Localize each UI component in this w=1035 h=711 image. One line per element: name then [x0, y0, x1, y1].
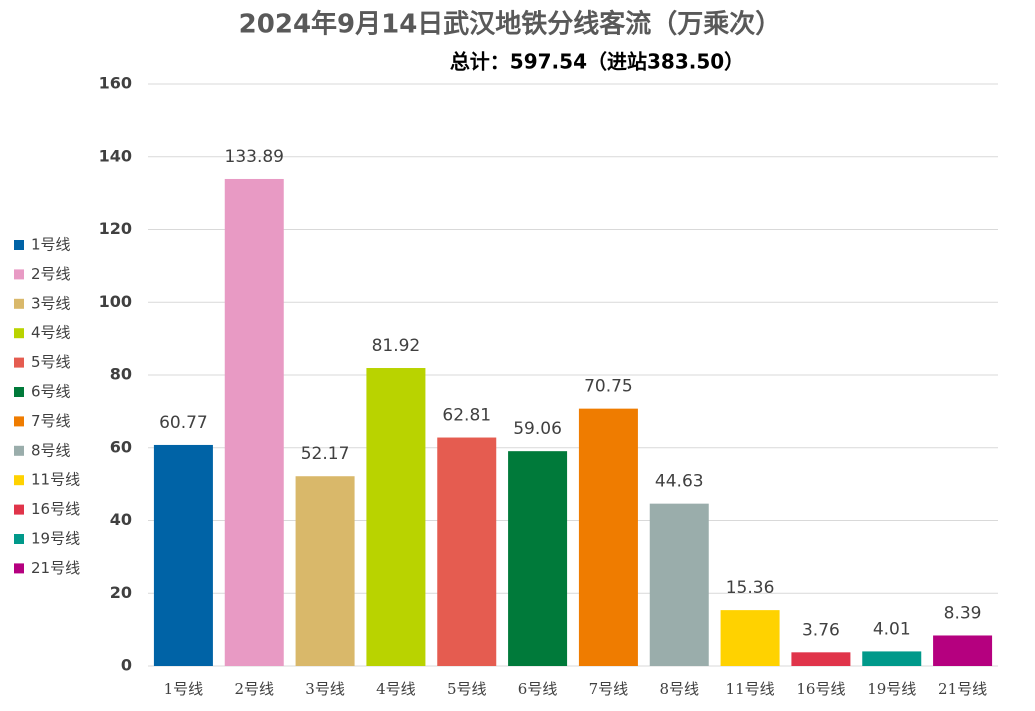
x-tick-label: 1号线: [164, 680, 204, 698]
y-tick-label: 40: [110, 510, 132, 529]
x-tick-label: 3号线: [305, 680, 345, 698]
value-label: 60.77: [159, 413, 208, 433]
legend-label: 8号线: [31, 441, 71, 459]
bar: [224, 178, 284, 666]
legend-label: 2号线: [31, 265, 71, 283]
x-tick-label: 19号线: [867, 680, 916, 698]
legend-label: 5号线: [31, 353, 71, 371]
legend-swatch: [14, 357, 24, 368]
value-label: 44.63: [655, 472, 704, 492]
x-tick-label: 21号线: [938, 680, 987, 698]
legend-swatch: [14, 416, 24, 427]
legend-swatch: [14, 445, 24, 456]
value-label: 3.76: [802, 620, 840, 640]
legend-label: 3号线: [31, 294, 71, 312]
value-label: 133.89: [225, 147, 284, 167]
x-tick-label: 2号线: [234, 680, 274, 698]
y-tick-label: 0: [121, 656, 132, 675]
legend-label: 11号线: [31, 471, 80, 489]
chart-subtitle: 总计：597.54（进站383.50）: [450, 50, 744, 74]
bar: [791, 652, 851, 666]
legend-label: 21号线: [31, 559, 80, 577]
value-label: 62.81: [442, 406, 491, 426]
bar: [649, 503, 709, 666]
value-label: 81.92: [372, 336, 421, 356]
value-label: 8.39: [944, 603, 982, 623]
y-tick-label: 80: [110, 365, 132, 384]
legend-swatch: [14, 269, 24, 280]
x-tick-label: 7号线: [589, 680, 629, 698]
bar: [578, 408, 638, 666]
bar: [862, 651, 922, 666]
x-tick-label: 16号线: [796, 680, 845, 698]
bar: [437, 437, 497, 666]
legend-swatch: [14, 298, 24, 309]
value-label: 15.36: [726, 578, 775, 598]
x-tick-label: 11号线: [726, 680, 775, 698]
x-tick-label: 6号线: [518, 680, 558, 698]
bar: [933, 635, 993, 666]
y-tick-label: 60: [110, 437, 132, 456]
value-label: 4.01: [873, 619, 911, 639]
legend-swatch: [14, 475, 24, 486]
legend-swatch: [14, 504, 24, 515]
value-label: 70.75: [584, 377, 633, 397]
x-tick-label: 4号线: [376, 680, 416, 698]
legend-label: 19号线: [31, 530, 80, 548]
y-tick-label: 20: [110, 583, 132, 602]
legend-label: 7号线: [31, 412, 71, 430]
value-label: 52.17: [301, 444, 350, 464]
legend-label: 4号线: [31, 324, 71, 342]
legend-label: 16号线: [31, 500, 80, 518]
value-label: 59.06: [513, 419, 562, 439]
bar: [508, 451, 568, 666]
bar: [153, 444, 213, 666]
legend-swatch: [14, 534, 24, 544]
legend-swatch: [14, 563, 24, 574]
legend-label: 6号线: [31, 383, 71, 401]
bar: [295, 476, 355, 666]
y-tick-label: 100: [99, 292, 132, 311]
y-tick-label: 160: [99, 74, 132, 93]
chart-title: 2024年9月14日武汉地铁分线客流（万乘次）: [239, 9, 782, 40]
legend-swatch: [14, 240, 24, 250]
legend-swatch: [14, 387, 24, 397]
bar: [366, 368, 426, 666]
legend-swatch: [14, 328, 24, 339]
x-tick-label: 8号线: [659, 680, 699, 698]
y-tick-label: 140: [99, 146, 132, 165]
bar: [720, 610, 780, 666]
legend-label: 1号线: [31, 236, 71, 254]
x-tick-label: 5号线: [447, 680, 487, 698]
y-tick-label: 120: [99, 219, 132, 238]
